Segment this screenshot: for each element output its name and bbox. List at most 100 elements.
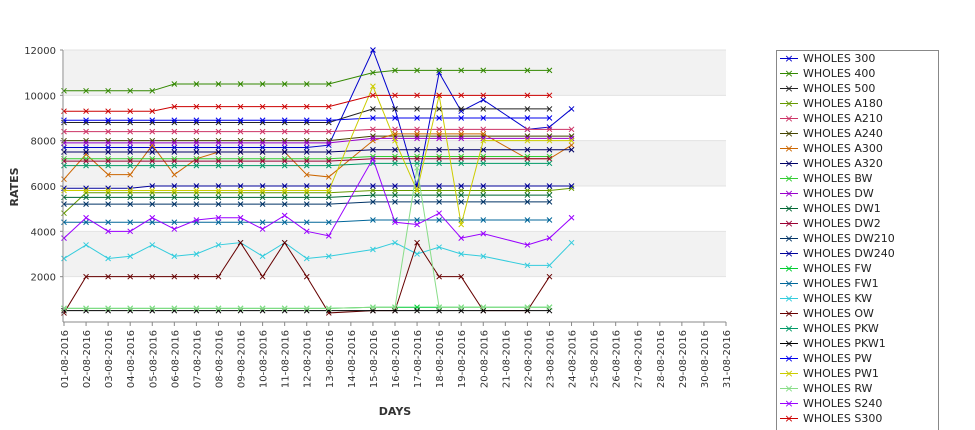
x-tick-label: 05-08-2016 — [148, 330, 159, 388]
series-line — [64, 48, 572, 187]
data-point — [281, 189, 288, 196]
data-point — [215, 194, 222, 201]
data-point — [370, 187, 376, 194]
data-point — [237, 149, 244, 155]
data-point — [458, 115, 465, 121]
data-point — [127, 87, 134, 94]
series-line — [63, 157, 572, 246]
data-point — [325, 194, 332, 201]
x-tick-label: 23-08-2016 — [545, 330, 556, 388]
data-point — [281, 137, 288, 144]
legend-label: WHOLES PKW — [803, 322, 879, 335]
legend-marker-icon: × — [784, 202, 794, 215]
data-point — [480, 155, 487, 162]
data-point — [193, 251, 200, 257]
data-point — [414, 251, 420, 257]
data-point — [83, 119, 89, 126]
data-point — [392, 67, 398, 74]
data-point — [480, 187, 487, 194]
legend-swatch — [780, 328, 798, 329]
data-point — [281, 194, 288, 201]
data-point — [215, 119, 222, 126]
data-point — [414, 131, 420, 137]
data-point — [325, 310, 332, 316]
data-point — [392, 126, 398, 133]
legend-swatch — [780, 298, 798, 299]
legend-marker-icon: × — [784, 262, 794, 275]
legend-swatch — [780, 73, 798, 74]
legend-label: WHOLES OW — [803, 307, 874, 320]
y-tick-label: 4000 — [31, 227, 56, 238]
series-wholes-pkw1 — [61, 307, 553, 314]
data-point — [193, 137, 200, 144]
data-point — [524, 187, 531, 194]
data-point — [370, 92, 376, 99]
data-point — [83, 185, 89, 192]
x-tick-label: 28-08-2016 — [656, 330, 667, 388]
data-point — [370, 47, 376, 53]
data-point — [436, 133, 442, 139]
legend-entry: × WHOLES OW — [777, 306, 938, 321]
data-point — [83, 144, 89, 151]
data-point — [480, 230, 487, 237]
data-point — [259, 103, 266, 110]
data-point — [149, 155, 156, 162]
data-point — [193, 144, 200, 151]
x-tick-label: 17-08-2016 — [413, 330, 424, 388]
legend-marker-icon: × — [784, 157, 794, 170]
data-point — [171, 194, 178, 201]
data-point — [281, 155, 288, 162]
data-point — [105, 119, 111, 126]
data-point — [281, 144, 288, 151]
data-point — [171, 201, 178, 207]
data-point — [237, 194, 244, 201]
data-point — [325, 81, 332, 87]
series-wholes-a210 — [61, 126, 575, 135]
data-point — [568, 239, 575, 246]
data-point — [127, 158, 134, 164]
data-point — [480, 160, 487, 167]
data-point — [524, 92, 531, 99]
legend-swatch — [780, 133, 798, 134]
data-point — [83, 307, 89, 314]
data-point — [458, 251, 465, 257]
data-point — [105, 158, 111, 164]
data-point — [259, 219, 266, 226]
series-line — [63, 133, 572, 180]
data-point — [237, 128, 244, 135]
legend-swatch — [780, 373, 798, 374]
data-point — [281, 117, 288, 124]
data-point — [392, 115, 398, 121]
data-point — [568, 135, 575, 142]
data-point — [480, 97, 487, 103]
data-point — [370, 106, 376, 112]
legend-label: WHOLES S300 — [803, 412, 883, 425]
x-tick-labels: 01-08-2016 02-08-2016 03-08-2016 04-08-2016… — [60, 330, 733, 388]
data-point — [259, 305, 266, 312]
data-point — [524, 67, 531, 74]
data-point — [325, 149, 332, 155]
data-point — [105, 219, 111, 226]
data-point — [370, 246, 376, 253]
data-point — [171, 137, 178, 144]
data-point — [546, 262, 553, 269]
data-point — [480, 199, 487, 205]
data-point — [127, 149, 134, 155]
data-point — [325, 189, 332, 196]
data-point — [524, 155, 531, 162]
x-tick-label: 21-08-2016 — [501, 330, 512, 388]
data-point — [414, 155, 420, 162]
data-point — [546, 304, 553, 311]
data-point — [259, 307, 266, 314]
data-point — [568, 106, 575, 112]
data-point — [414, 221, 420, 228]
data-point — [171, 305, 178, 312]
data-point — [392, 187, 398, 194]
data-point — [193, 128, 200, 135]
data-point — [546, 106, 553, 112]
legend-marker-icon: × — [784, 172, 794, 185]
data-point — [414, 165, 420, 171]
data-point — [83, 128, 89, 135]
data-point — [458, 273, 465, 280]
legend-marker-icon: × — [784, 382, 794, 395]
